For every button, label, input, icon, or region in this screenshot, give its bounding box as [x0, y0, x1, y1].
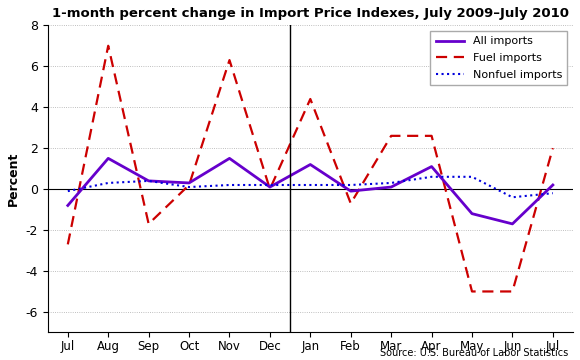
- Y-axis label: Percent: Percent: [7, 152, 20, 206]
- Text: Source: U.S. Bureau of Labor Statistics: Source: U.S. Bureau of Labor Statistics: [380, 348, 568, 358]
- Title: 1-month percent change in Import Price Indexes, July 2009–July 2010: 1-month percent change in Import Price I…: [52, 7, 569, 20]
- Legend: All imports, Fuel imports, Nonfuel imports: All imports, Fuel imports, Nonfuel impor…: [430, 31, 567, 85]
